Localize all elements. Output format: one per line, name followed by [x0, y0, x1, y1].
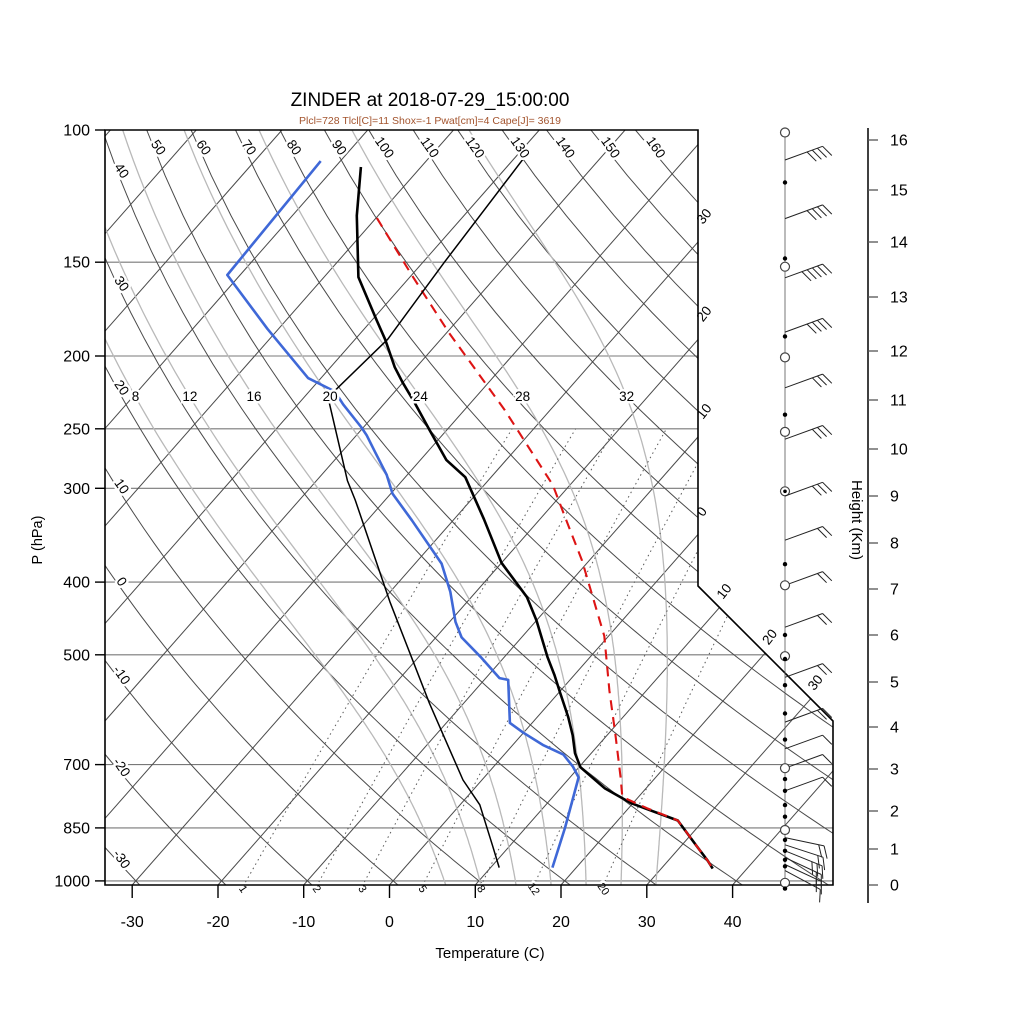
svg-text:4: 4: [890, 720, 899, 737]
svg-text:15: 15: [890, 183, 908, 200]
svg-text:0: 0: [890, 878, 899, 895]
svg-text:30: 30: [805, 672, 826, 693]
svg-text:14: 14: [890, 235, 908, 252]
svg-text:100: 100: [63, 123, 90, 140]
aux-thin-black-curve-curve: [327, 151, 529, 868]
svg-text:10: 10: [694, 401, 715, 422]
svg-text:7: 7: [890, 582, 899, 599]
svg-text:400: 400: [63, 575, 90, 592]
svg-text:8: 8: [890, 536, 899, 553]
svg-text:20: 20: [694, 303, 715, 324]
svg-text:10: 10: [714, 581, 735, 602]
svg-text:Height (Km): Height (Km): [848, 480, 865, 560]
svg-text:40: 40: [724, 914, 742, 931]
svg-text:10: 10: [890, 442, 908, 459]
svg-text:1: 1: [890, 842, 899, 859]
svg-text:150: 150: [63, 255, 90, 272]
sounding-curves: [226, 151, 714, 870]
svg-text:5: 5: [890, 675, 899, 692]
svg-text:-30: -30: [121, 914, 144, 931]
svg-text:11: 11: [890, 393, 907, 410]
svg-text:20: 20: [759, 626, 780, 647]
svg-text:Temperature (C): Temperature (C): [435, 945, 544, 962]
svg-text:500: 500: [63, 647, 90, 664]
svg-text:20: 20: [323, 389, 338, 404]
svg-text:2: 2: [890, 804, 899, 821]
svg-text:32: 32: [619, 389, 634, 404]
svg-text:12: 12: [890, 344, 908, 361]
svg-text:250: 250: [63, 421, 90, 438]
svg-text:850: 850: [63, 820, 90, 837]
svg-text:P (hPa): P (hPa): [30, 516, 46, 565]
svg-text:16: 16: [890, 133, 908, 150]
chart-subtitle: Plcl=728 Tlcl[C]=11 Shox=-1 Pwat[cm]=4 C…: [299, 115, 561, 127]
svg-text:16: 16: [246, 389, 261, 404]
wind-barb-column: [779, 127, 833, 903]
dewpoint-curve: [226, 160, 580, 868]
svg-text:6: 6: [890, 628, 899, 645]
svg-text:-20: -20: [206, 914, 229, 931]
temperature-curve: [355, 166, 714, 870]
svg-text:28: 28: [515, 389, 530, 404]
svg-text:30: 30: [694, 206, 715, 227]
svg-text:30: 30: [638, 914, 656, 931]
svg-text:200: 200: [63, 349, 90, 366]
svg-text:700: 700: [63, 757, 90, 774]
svg-text:300: 300: [63, 481, 90, 498]
svg-text:0: 0: [385, 914, 394, 931]
svg-text:3: 3: [890, 762, 899, 779]
svg-text:13: 13: [890, 290, 908, 307]
svg-text:10: 10: [466, 914, 484, 931]
svg-text:-10: -10: [292, 914, 315, 931]
svg-text:12: 12: [182, 389, 197, 404]
svg-text:9: 9: [890, 489, 899, 506]
svg-text:20: 20: [552, 914, 570, 931]
svg-text:1000: 1000: [54, 873, 90, 890]
chart-title: ZINDER at 2018-07-29_15:00:00: [290, 90, 570, 111]
plot-border: [104, 129, 834, 886]
svg-text:8: 8: [132, 389, 140, 404]
svg-text:24: 24: [413, 389, 429, 404]
